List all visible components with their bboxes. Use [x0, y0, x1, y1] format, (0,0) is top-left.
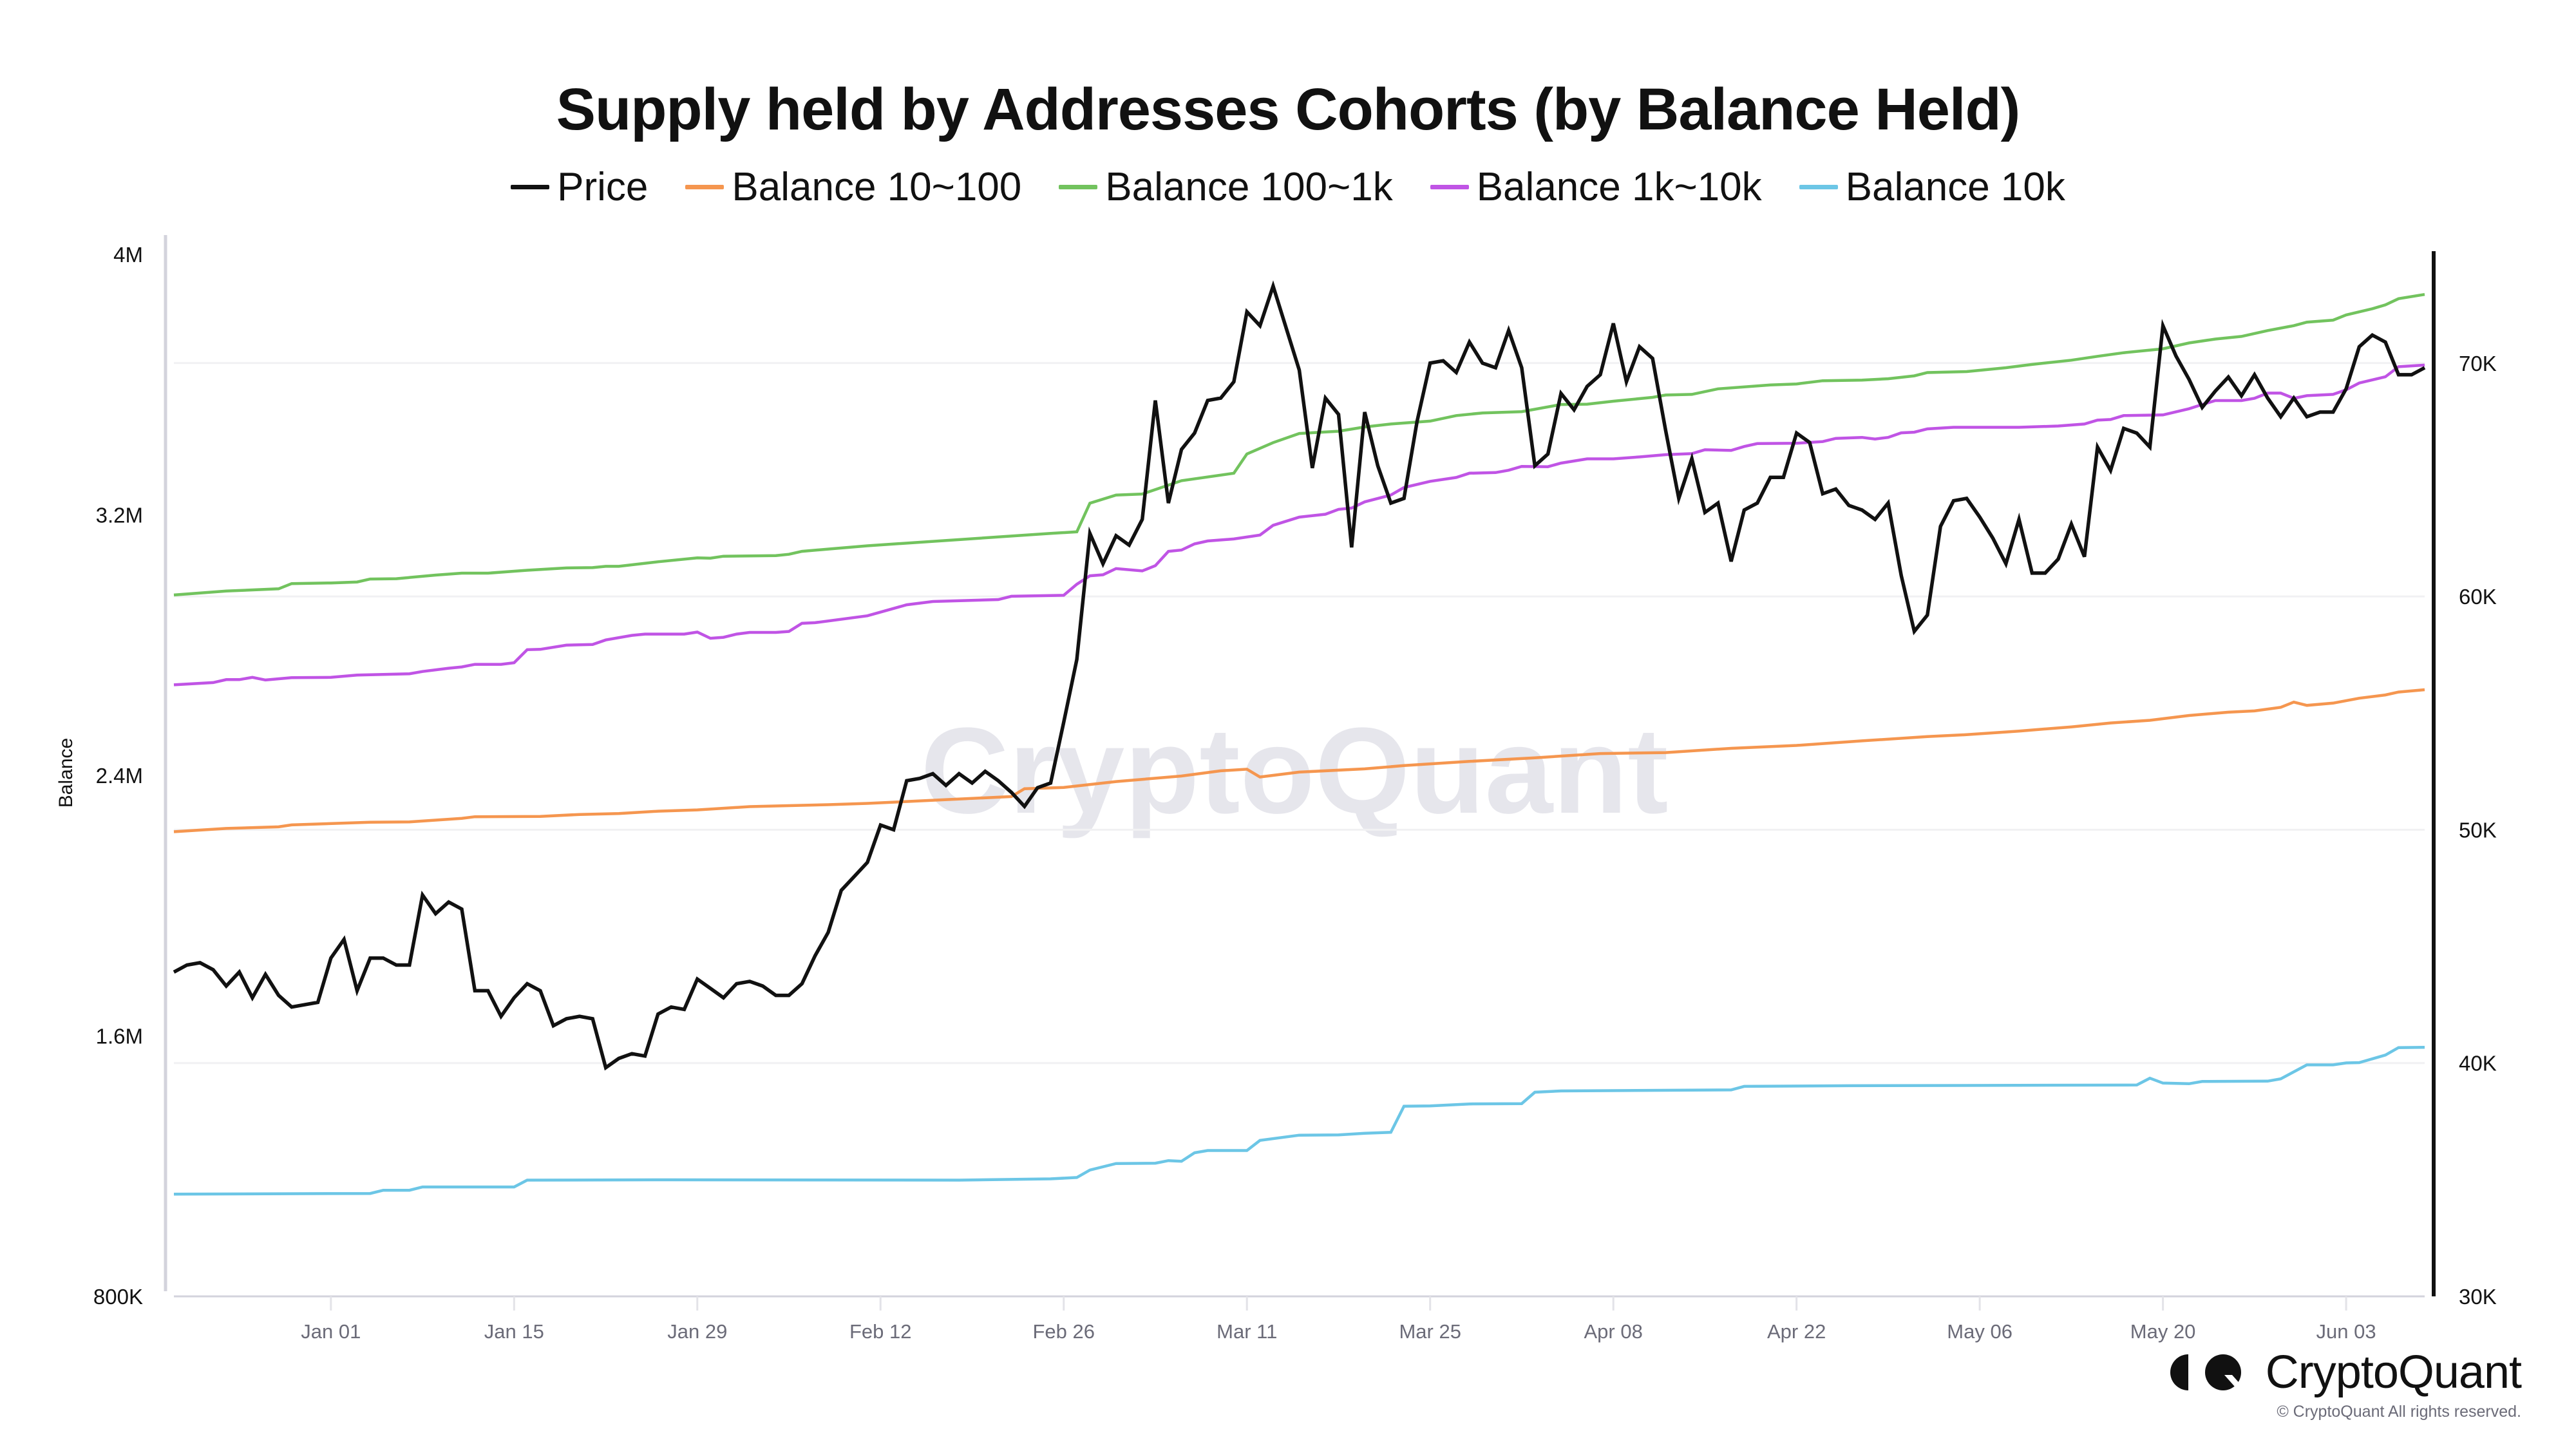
- series-line-balance-10-100: [173, 688, 2425, 833]
- x-axis-tick-label: Apr 08: [1584, 1320, 1643, 1343]
- legend-label: Balance 1k~10k: [1476, 165, 1762, 209]
- legend-label: Balance 10~100: [732, 165, 1022, 209]
- legend-item-balance-1k-10k[interactable]: Balance 1k~10k: [1430, 164, 1762, 210]
- x-axis-tick-label: Jan 29: [667, 1320, 727, 1343]
- right-axis-tick-label: 70K: [2459, 352, 2497, 375]
- x-axis-tick-label: Mar 25: [1399, 1320, 1461, 1343]
- legend-label: Balance 10k: [1845, 165, 2065, 209]
- series-line-balance-10k: [173, 1045, 2425, 1196]
- right-axis-tick-label: 30K: [2459, 1285, 2497, 1309]
- legend-swatch-balance-1k-10k: [1430, 185, 1469, 189]
- x-axis-tick-label: Jun 03: [2316, 1320, 2376, 1343]
- cryptoquant-logo-icon: [2170, 1354, 2242, 1390]
- left-axis-tick-label: 1.6M: [96, 1025, 143, 1048]
- brand-name: CryptoQuant: [2265, 1347, 2522, 1398]
- x-axis-tick-label: May 06: [1947, 1320, 2012, 1343]
- right-axis-tick-label: 40K: [2459, 1052, 2497, 1075]
- series-line-price: [173, 280, 2426, 1071]
- x-axis-tick-label: Jan 15: [484, 1320, 544, 1343]
- legend-swatch-price: [511, 185, 550, 189]
- x-axis-tick-label: Feb 26: [1032, 1320, 1095, 1343]
- copyright: © CryptoQuant All rights reserved.: [2277, 1403, 2521, 1421]
- legend-swatch-balance-10k: [1799, 185, 1838, 189]
- left-axis-tick-label: 3.2M: [96, 504, 143, 527]
- legend-item-balance-10-100[interactable]: Balance 10~100: [685, 164, 1021, 210]
- chart-title: Supply held by Addresses Cohorts (by Bal…: [556, 77, 2021, 142]
- left-axis-tick-label: 4M: [113, 243, 143, 267]
- series-line-balance-100-1k: [173, 292, 2425, 597]
- legend-swatch-balance-10-100: [685, 185, 724, 189]
- legend-item-balance-100-1k[interactable]: Balance 100~1k: [1059, 164, 1393, 210]
- brand-logo: CryptoQuant: [2170, 1346, 2522, 1399]
- left-axis-tick-label: 2.4M: [96, 764, 143, 788]
- x-axis-tick-label: Apr 22: [1767, 1320, 1826, 1343]
- legend-item-price[interactable]: Price: [511, 164, 648, 210]
- legend-label: Balance 100~1k: [1105, 165, 1393, 209]
- legend-label: Price: [557, 165, 649, 209]
- left-axis-tick-label: 800K: [93, 1285, 143, 1309]
- legend: Price Balance 10~100 Balance 100~1k Bala…: [0, 164, 2576, 210]
- series-line-balance-1k-10k: [173, 363, 2425, 687]
- right-axis-tick-label: 50K: [2459, 818, 2497, 842]
- y-axis-title: Balance: [55, 738, 77, 808]
- legend-item-balance-10k[interactable]: Balance 10k: [1799, 164, 2065, 210]
- x-axis-tick-label: May 20: [2130, 1320, 2196, 1343]
- x-axis-tick-label: Feb 12: [849, 1320, 912, 1343]
- x-axis-tick-label: Jan 01: [301, 1320, 361, 1343]
- right-axis-tick-label: 60K: [2459, 585, 2497, 609]
- legend-swatch-balance-100-1k: [1059, 185, 1098, 189]
- x-axis-tick-label: Mar 11: [1217, 1320, 1277, 1343]
- watermark: CryptoQuant: [920, 703, 1668, 839]
